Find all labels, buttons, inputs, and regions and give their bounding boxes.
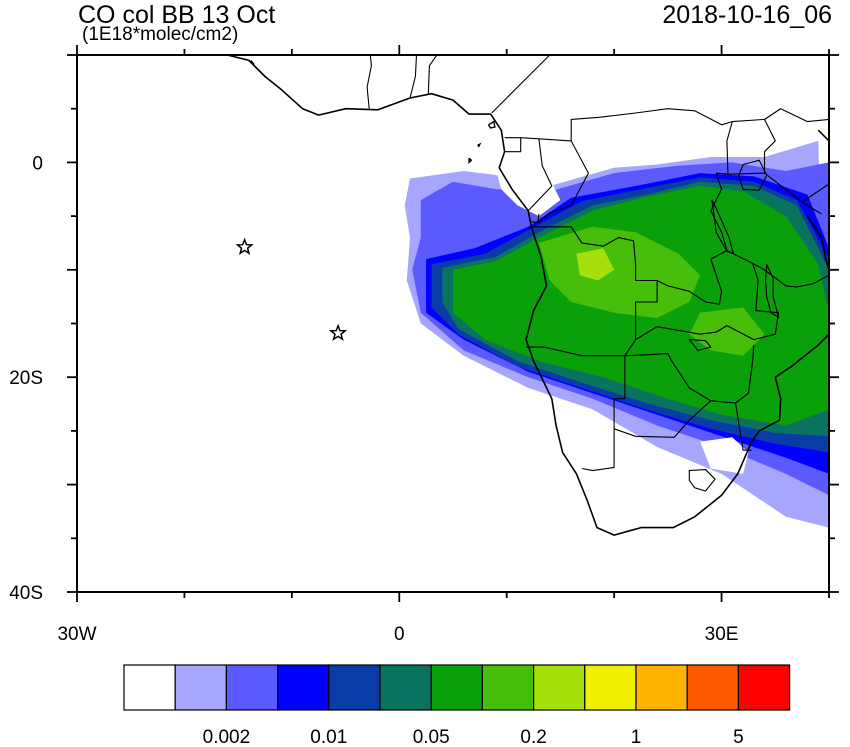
colorbar-swatch (379, 664, 432, 711)
country-border (734, 402, 752, 451)
country-border (491, 55, 551, 114)
country-border (366, 55, 372, 109)
geographic-boundaries (227, 55, 829, 536)
map-title: CO col BB 13 Oct (78, 1, 276, 29)
low-co-area (700, 437, 749, 474)
country-border (530, 226, 658, 340)
colorbar-swatch (174, 664, 227, 711)
colorbar-swatch (430, 664, 484, 711)
island-outline (487, 120, 496, 129)
colorbar-swatch (584, 664, 637, 711)
country-border (726, 263, 780, 341)
country-border (710, 172, 728, 251)
country-border (526, 339, 637, 357)
colorbar-swatch (737, 664, 791, 711)
country-border (504, 108, 829, 142)
co-contour-level-7 (538, 226, 701, 319)
low-co-area (490, 140, 561, 217)
colorbar-swatch (481, 664, 535, 711)
colorbar-label: 0.2 (520, 727, 546, 747)
country-border (635, 325, 728, 341)
colorbar-swatch (123, 664, 176, 711)
colorbar-swatch (277, 664, 330, 711)
y-tick-label: 0 (32, 153, 43, 174)
country-border (613, 400, 712, 438)
country-border (801, 183, 829, 203)
star-marker (235, 237, 254, 256)
map-datetime: 2018-10-16_06 (662, 1, 832, 29)
map-units: (1E18*molec/cm2) (82, 24, 239, 45)
colorbar-swatch (635, 664, 688, 711)
star-marker (328, 323, 348, 341)
colorbar-swatch (686, 664, 740, 711)
colorbar-label: 1 (631, 727, 642, 747)
y-tick-label: 40S (9, 583, 43, 604)
lake-outline (688, 338, 712, 352)
coastline (806, 215, 829, 271)
axes: 30W 0 30E 0 20S 40S (9, 45, 839, 645)
country-border (409, 55, 418, 99)
coastline (817, 129, 829, 142)
country-border (763, 108, 782, 174)
lesotho-border (688, 469, 716, 492)
y-tick-label: 20S (9, 368, 43, 389)
colorbar: 0.002 0.01 0.05 0.2 1 5 (123, 664, 791, 747)
island-outline (477, 142, 482, 148)
lake-outline (738, 159, 768, 191)
x-tick-label: 30E (705, 624, 739, 645)
x-tick-label: 30W (57, 624, 96, 645)
co-concentration-field (404, 140, 829, 528)
country-border (427, 55, 438, 95)
colorbar-swatch (328, 664, 381, 711)
x-tick-label: 0 (394, 624, 405, 645)
site-markers (235, 237, 348, 341)
country-border (504, 137, 522, 153)
lake-outline (765, 264, 780, 319)
lake-outline (711, 199, 735, 255)
country-border (726, 121, 733, 175)
colorbar-swatch (532, 664, 586, 711)
country-border (527, 138, 553, 212)
colorbar-swatch (225, 664, 279, 711)
colorbar-label: 5 (733, 727, 744, 747)
coastline (227, 55, 829, 536)
country-border (624, 353, 672, 361)
country-border (656, 249, 753, 305)
co-contour-level-8 (576, 248, 615, 281)
country-border (537, 140, 589, 223)
country-border (752, 262, 829, 288)
colorbar-label: 0.05 (413, 727, 450, 747)
island-outline (468, 157, 473, 165)
colorbar-label: 0.002 (203, 727, 251, 747)
island-outline (250, 59, 255, 66)
colorbar-label: 0.01 (310, 727, 347, 747)
